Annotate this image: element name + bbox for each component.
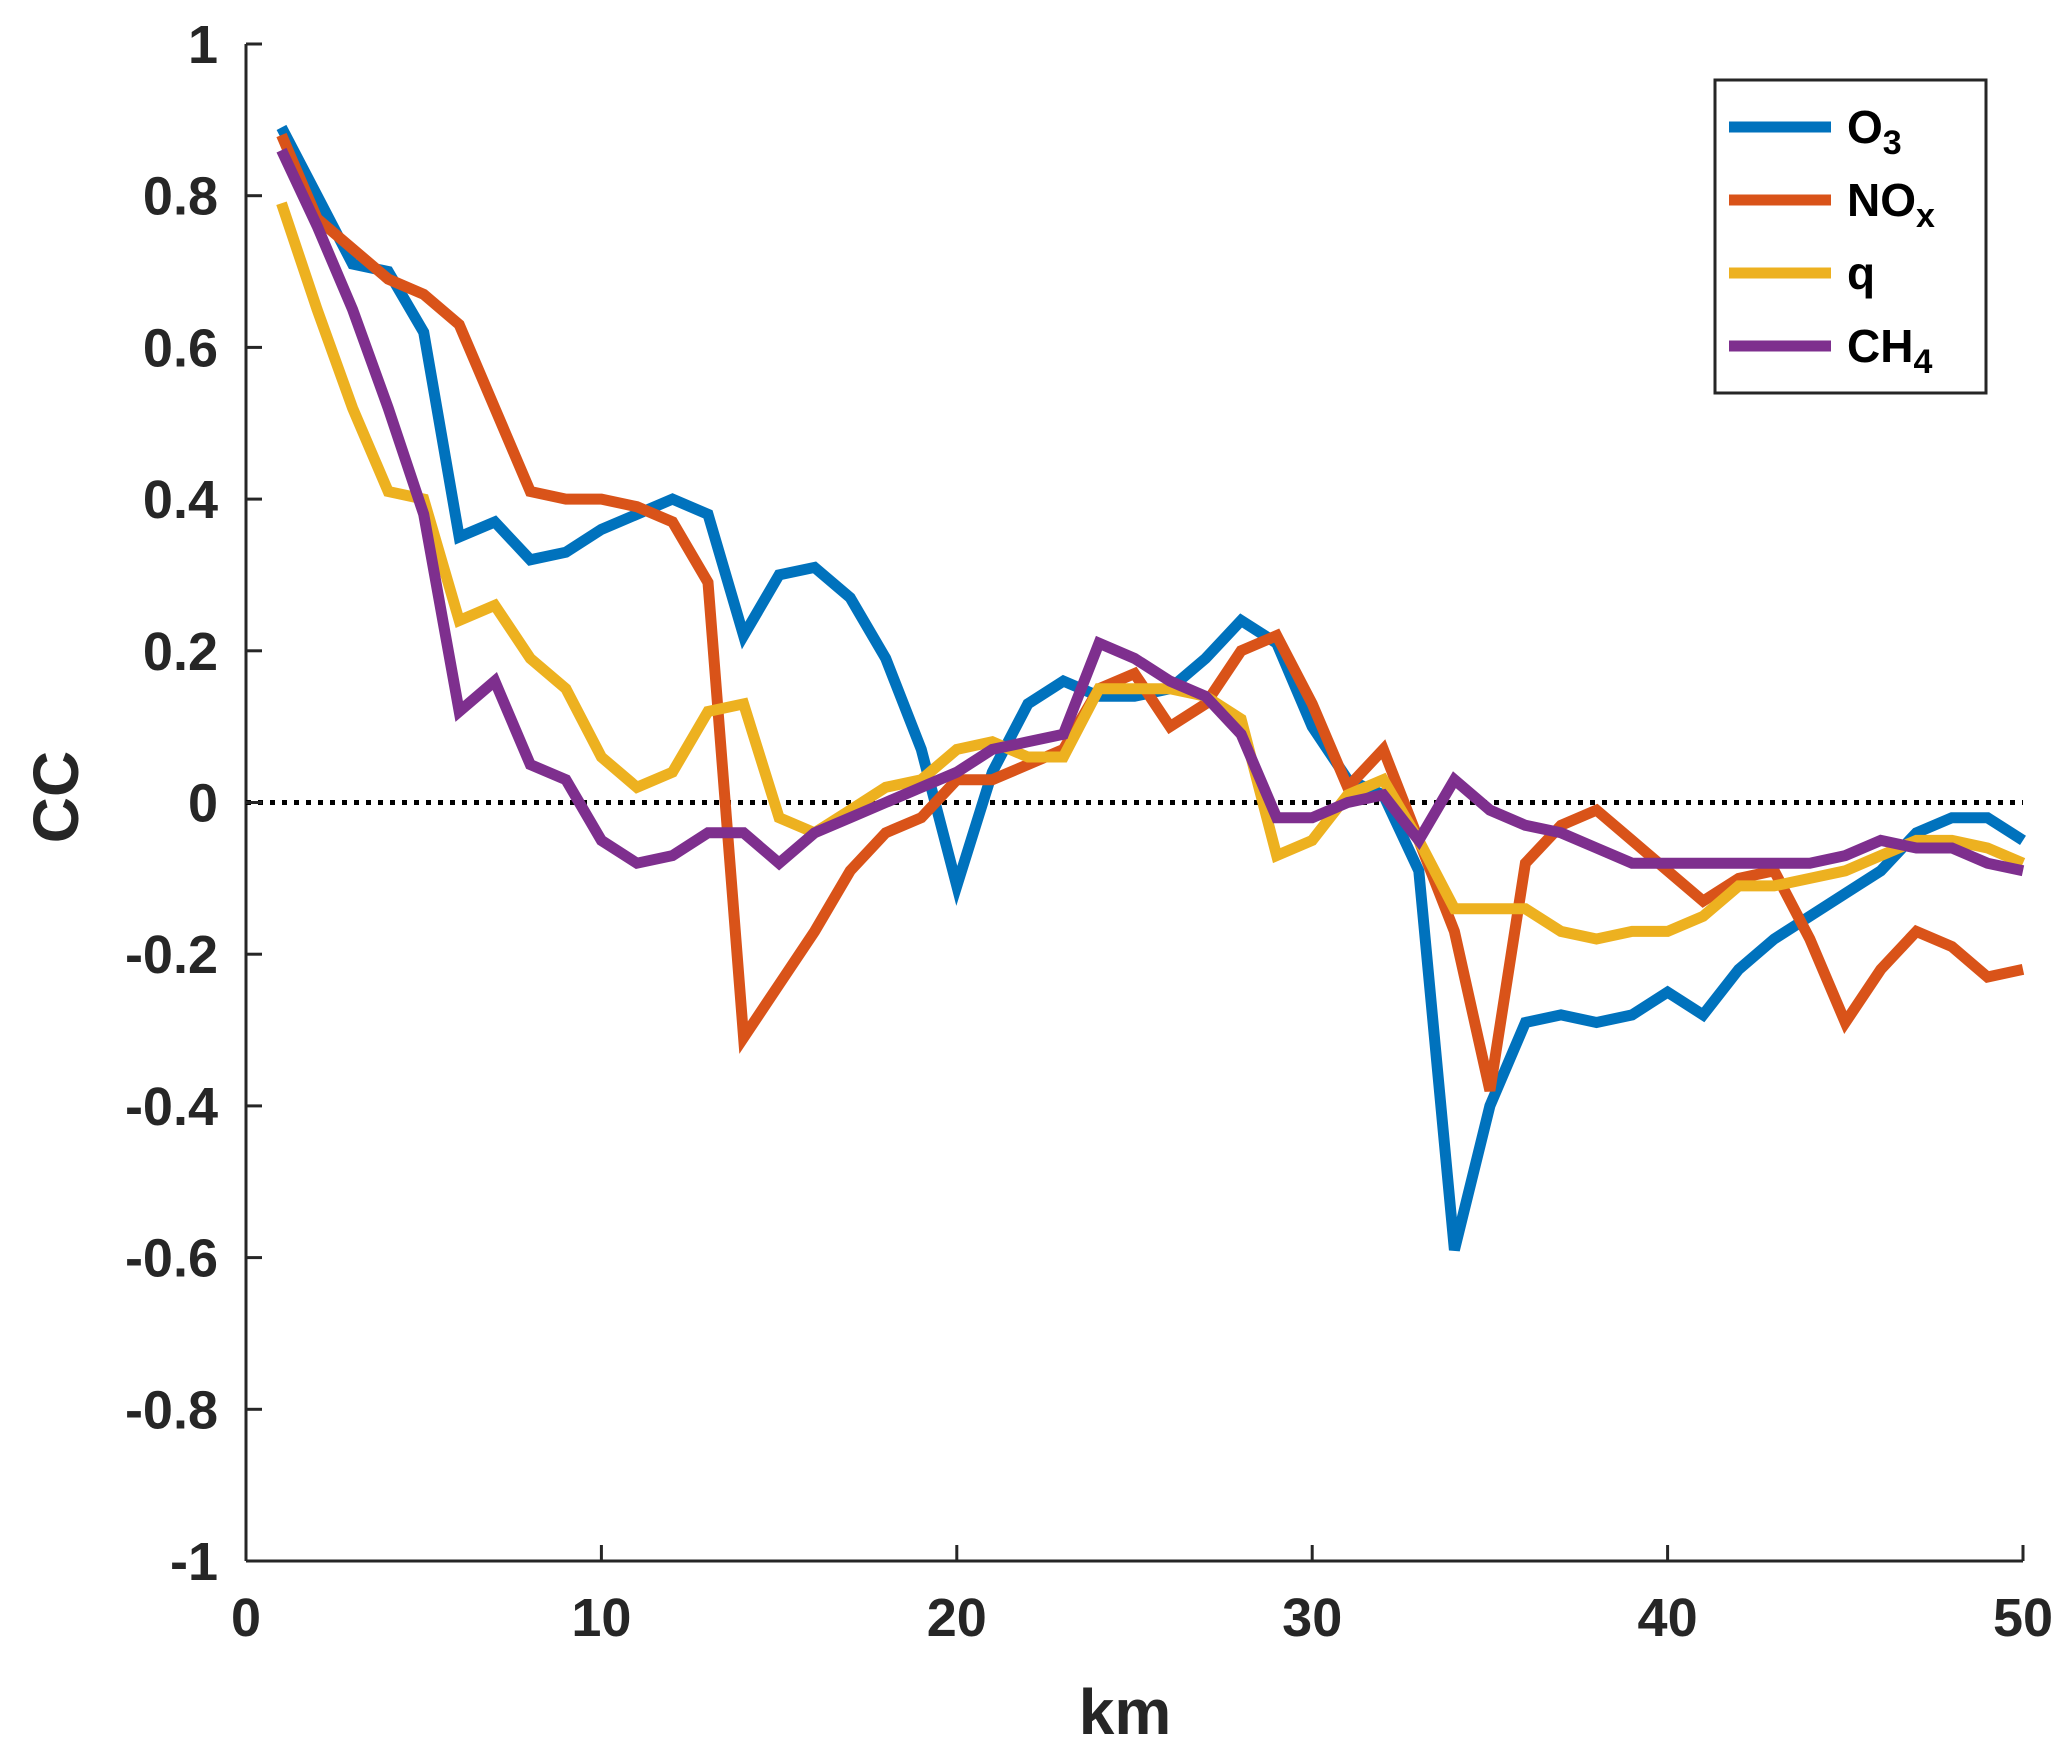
x-tick-label: 30	[1282, 1588, 1342, 1648]
legend-label-q: q	[1847, 247, 1875, 299]
series-lines	[276, 124, 2026, 1252]
y-tick-label: 0.6	[143, 318, 218, 378]
series-line-ch4	[276, 147, 2025, 877]
series-line-nox	[276, 132, 2025, 1092]
y-tick-label: 0.2	[143, 622, 218, 682]
y-axis-label: CC	[20, 751, 92, 843]
y-tick-label: 0.4	[143, 470, 218, 530]
x-tick-label: 50	[1993, 1588, 2053, 1648]
y-tick-label: -0.6	[125, 1229, 218, 1289]
x-tick-label: 20	[927, 1588, 987, 1648]
x-tick-label: 10	[571, 1588, 631, 1648]
y-tick-label: 1	[188, 15, 218, 75]
y-tick-label: 0	[188, 774, 218, 834]
legend-label-o3: O3	[1847, 101, 1902, 162]
legend: O3 NOx q CH4	[1713, 78, 1988, 395]
y-tick-label: 0.8	[143, 167, 218, 227]
y-tick-label: -0.2	[125, 925, 218, 985]
y-tick-label: -0.8	[125, 1380, 218, 1440]
legend-label-nox: NOx	[1847, 174, 1935, 235]
x-tick-label: 0	[231, 1588, 261, 1648]
x-axis-label: km	[1079, 1676, 1172, 1748]
y-tick-label: -1	[170, 1532, 218, 1592]
series-line-q	[276, 201, 2026, 945]
legend-label-ch4: CH4	[1847, 320, 1932, 381]
x-tick-label: 40	[1638, 1588, 1698, 1648]
y-tick-label: -0.4	[125, 1077, 218, 1137]
y-axis-ticks: 1 0.8 0.6 0.4 0.2 0 -0.2 -0.4 -0.6 -0.8 -1	[125, 15, 262, 1592]
x-axis-ticks: 0 10 20 30 40 50	[231, 1545, 2053, 1648]
